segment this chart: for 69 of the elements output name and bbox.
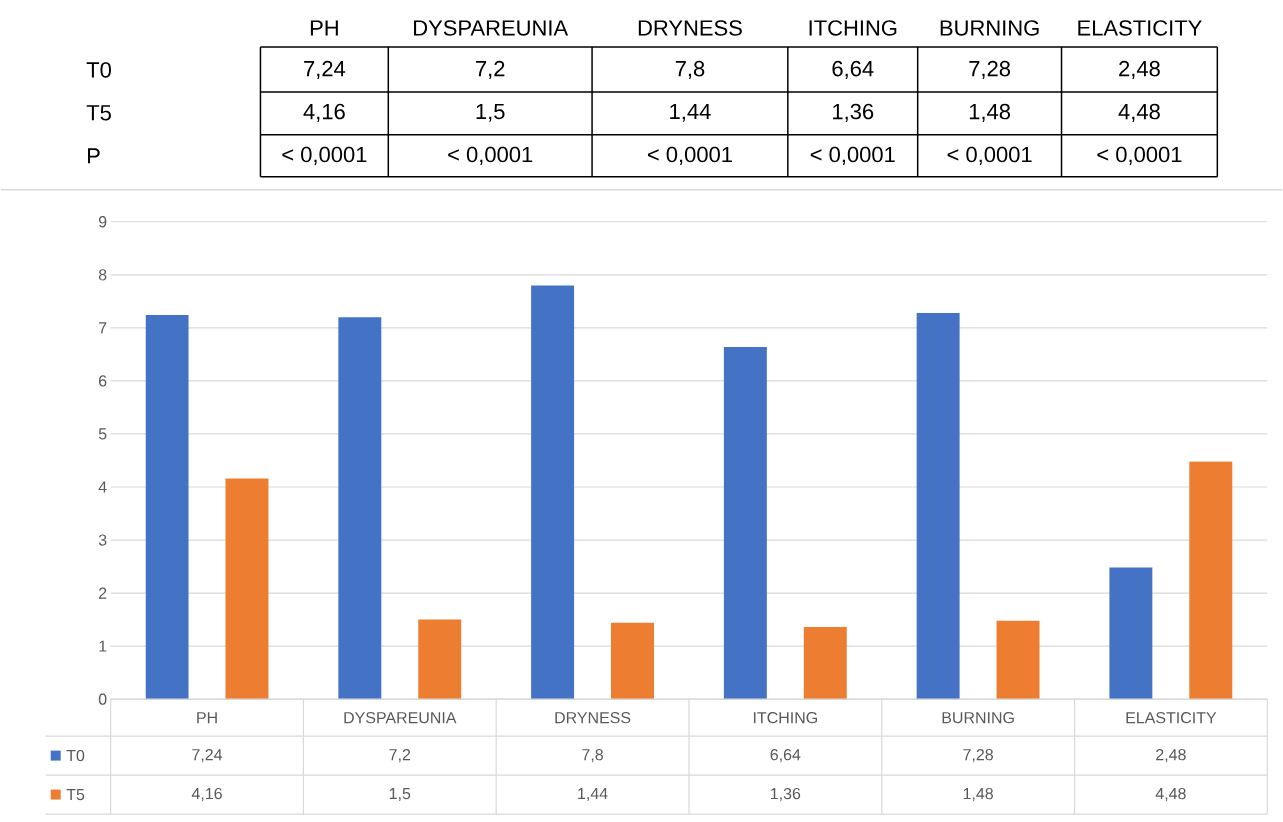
data-label: 1,36 <box>771 787 801 802</box>
text: 7,24 <box>304 60 346 79</box>
bar <box>418 619 462 700</box>
text: T5 <box>86 105 111 121</box>
text: < 0,0001 <box>810 146 895 165</box>
y-tick-label: 6 <box>99 375 107 387</box>
bar <box>723 346 767 700</box>
text: T0 <box>86 62 111 78</box>
text: < 0,0001 <box>1097 146 1182 165</box>
text: < 0,0001 <box>947 146 1032 165</box>
y-tick-label: 2 <box>99 587 107 599</box>
legend-label: T0 <box>66 749 85 762</box>
data-label: 7,8 <box>582 749 603 763</box>
bar <box>1109 567 1153 700</box>
category-label: PH <box>310 20 338 36</box>
x-tick-label: DYSPAREUNIA <box>344 711 457 724</box>
data-label: 6,64 <box>770 749 801 763</box>
x-tick-label: PH <box>197 712 217 724</box>
text: 7,2 <box>476 60 505 79</box>
y-tick-label: 3 <box>98 534 107 546</box>
text: 4,48 <box>1118 103 1160 122</box>
bar <box>803 627 847 700</box>
y-tick-label: 7 <box>99 322 107 334</box>
category-label: ELASTICITY <box>1078 20 1202 36</box>
text: < 0,0001 <box>647 146 732 165</box>
text: 1,36 <box>833 103 874 122</box>
text: < 0,0001 <box>448 146 533 165</box>
data-label: 7,2 <box>389 749 411 763</box>
bar <box>916 312 960 700</box>
y-tick-label: 5 <box>98 428 107 440</box>
data-label: 7,28 <box>963 749 993 763</box>
bar <box>996 620 1040 700</box>
data-label: 7,24 <box>192 749 223 763</box>
x-tick-label: DRYNESS <box>555 711 631 724</box>
y-tick-label: 4 <box>98 481 107 493</box>
category-label: DYSPAREUNIA <box>414 20 569 36</box>
text: 1,5 <box>476 103 505 122</box>
x-tick-label: ELASTICITY <box>1126 711 1217 724</box>
text: 2,48 <box>1119 60 1160 79</box>
text: P <box>87 148 100 164</box>
text: 1,44 <box>670 103 711 122</box>
data-label: 4,48 <box>1155 787 1186 802</box>
bar <box>225 478 269 700</box>
x-tick-label: BURNING <box>942 711 1014 724</box>
bar <box>1189 461 1233 700</box>
y-tick-label: 9 <box>98 216 107 228</box>
category-label: DRYNESS <box>638 20 742 36</box>
text: < 0,0001 <box>282 146 367 165</box>
category-label: ITCHING <box>809 20 897 36</box>
data-label: 2,48 <box>1156 749 1186 763</box>
y-tick-label: 8 <box>98 269 107 281</box>
bar <box>145 315 189 700</box>
data-label: 1,5 <box>389 788 411 802</box>
text: 7,28 <box>969 60 1011 79</box>
bar <box>611 622 654 700</box>
legend-label: T5 <box>66 788 85 801</box>
bar <box>531 285 575 700</box>
text: 4,16 <box>303 103 345 122</box>
text: 1,48 <box>969 103 1011 122</box>
y-tick-label: 0 <box>98 693 107 705</box>
bar <box>338 317 382 700</box>
text: 6,64 <box>832 60 874 79</box>
text: 7,8 <box>675 60 705 79</box>
data-label: 1,44 <box>578 788 608 802</box>
data-label: 1,48 <box>963 787 993 802</box>
category-label: BURNING <box>940 20 1039 36</box>
y-tick-label: 1 <box>99 640 107 652</box>
data-label: 4,16 <box>191 787 222 802</box>
x-tick-label: ITCHING <box>753 711 817 724</box>
